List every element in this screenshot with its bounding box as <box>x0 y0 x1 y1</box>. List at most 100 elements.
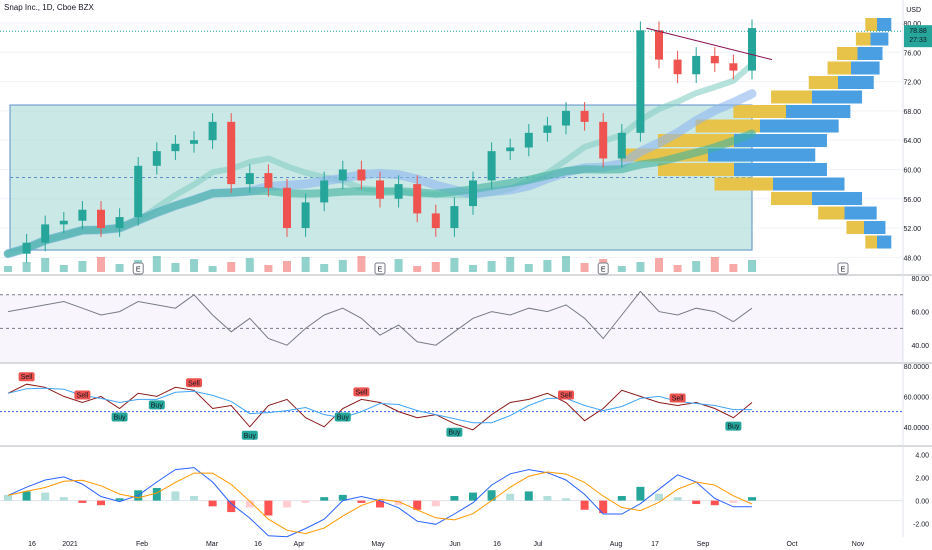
volume-bar <box>227 262 236 272</box>
candle-body <box>506 147 515 152</box>
candle-body <box>227 121 236 185</box>
volume-bar <box>171 263 180 272</box>
candle-body <box>357 169 366 181</box>
earnings-marker <box>597 262 609 275</box>
price-tick-label: 60.00 <box>903 167 921 174</box>
signal-label: Sell <box>77 392 89 399</box>
candle-body <box>469 180 477 207</box>
macd-histogram-bar <box>692 500 701 505</box>
sell-signal <box>353 387 370 397</box>
volume-bar <box>357 256 366 272</box>
volume-bar <box>431 262 440 272</box>
macd-histogram-bar <box>59 497 68 501</box>
signal-label: Buy <box>337 415 350 422</box>
macd-histogram-bar <box>245 500 254 508</box>
volume-profile-down <box>657 163 734 177</box>
volume-profile-up <box>857 47 883 61</box>
macd-histogram-bar <box>599 500 608 514</box>
volume-bar <box>710 257 719 272</box>
candle-body <box>524 132 533 148</box>
volume-bar <box>41 258 50 272</box>
candle-body <box>450 206 459 229</box>
pane-tick-label: 60.00 <box>911 310 929 317</box>
candle-body <box>320 180 329 203</box>
sell-signal <box>558 390 574 400</box>
macd-histogram-bar <box>394 500 403 506</box>
time-axis-label: Sep <box>697 541 710 548</box>
pane-tick-label: 80.0000 <box>904 364 929 371</box>
trendline <box>646 27 773 61</box>
macd-histogram-bar <box>115 498 124 501</box>
candle-body <box>673 59 682 75</box>
volume-profile-up <box>844 206 877 220</box>
volume-bar <box>301 257 310 272</box>
macd-histogram-bar <box>171 491 180 501</box>
macd-histogram-bar <box>562 498 570 501</box>
buy-signal <box>334 412 351 422</box>
pane-background <box>0 449 903 535</box>
price-tick-label: 48.00 <box>903 255 921 262</box>
macd-histogram-bar <box>506 493 515 501</box>
macd-histogram-bar <box>413 500 422 510</box>
buy-signal <box>241 430 258 440</box>
macd-line <box>7 467 752 538</box>
volume-profile-down <box>865 18 877 32</box>
volume-bar <box>338 260 347 272</box>
time-axis-label: 16 <box>493 541 501 548</box>
macd-histogram-bar <box>617 496 626 501</box>
candle-body <box>97 209 105 229</box>
candle-body <box>22 242 31 254</box>
candle-body <box>487 151 496 181</box>
volume-bar <box>636 262 645 272</box>
time-axis-label: Nov <box>852 541 865 548</box>
bar-countdown: 27:33 <box>909 37 927 44</box>
candle-body <box>748 28 756 71</box>
volume-bar <box>264 265 273 272</box>
pane-tick-label: 40.0000 <box>904 425 929 432</box>
volume-bar <box>4 266 12 272</box>
macd-histogram-bar <box>580 500 589 510</box>
candle-body <box>338 169 347 181</box>
volume-bar <box>22 262 31 272</box>
volume-bar <box>320 264 329 272</box>
macd-tick-label: 0.00 <box>915 499 929 506</box>
volume-profile-down <box>771 90 812 104</box>
macd-histogram-bar <box>301 500 310 503</box>
macd-histogram-bar <box>320 497 329 501</box>
candle-body <box>692 55 701 75</box>
volume-profile-down <box>855 32 871 46</box>
signal-label: Sell <box>356 389 368 396</box>
signal-label: Buy <box>114 415 127 422</box>
volume-profile-up <box>760 119 839 133</box>
volume-bar <box>692 261 701 272</box>
time-axis-label: 17 <box>651 541 659 548</box>
candle-body <box>543 125 552 133</box>
macd-histogram-bar <box>97 500 105 506</box>
volume-bar <box>283 261 291 272</box>
earnings-marker <box>374 262 386 275</box>
earnings-marker-label: E <box>378 267 383 274</box>
rsi-band <box>0 294 903 362</box>
candle-body <box>41 224 50 243</box>
candle-body <box>636 30 645 133</box>
volume-bar <box>729 264 738 272</box>
price-tick-label: 76.00 <box>903 50 921 57</box>
volume-bar <box>487 261 496 272</box>
candle-body <box>171 143 180 152</box>
time-axis-label: Apr <box>294 541 306 548</box>
volume-profile-up <box>773 177 845 191</box>
candle-body <box>376 180 384 199</box>
last-price-value: 78.88 <box>909 28 927 35</box>
price-tick-label: 56.00 <box>903 197 921 204</box>
time-axis-label: Jun <box>449 541 460 548</box>
candle-body <box>580 110 589 122</box>
volume-profile-down <box>733 105 786 119</box>
time-axis-label: 16 <box>28 541 36 548</box>
header: Snap Inc., 1D, Cboe BZX <box>4 3 94 12</box>
volume-profile-up <box>838 76 874 90</box>
macd-tick-label: -2.00 <box>913 522 929 529</box>
candle-body <box>710 55 719 64</box>
last-price-tag <box>904 25 932 48</box>
volume-bar <box>115 264 124 272</box>
